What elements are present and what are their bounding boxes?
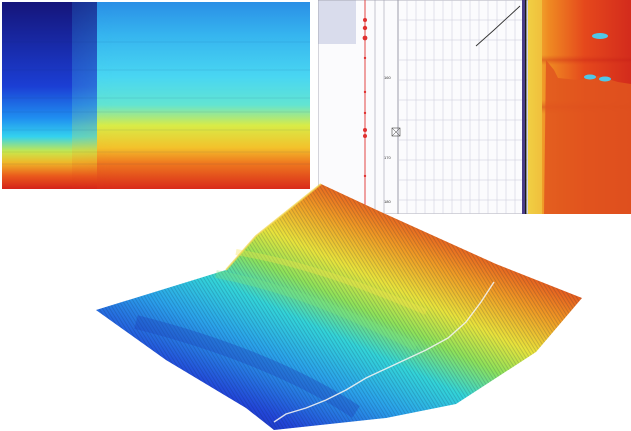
heatmap-image [2, 2, 310, 189]
surface-plot-3d [96, 182, 582, 430]
depth-label-3: 180 [384, 199, 391, 204]
depth-label-1: 160 [384, 75, 391, 80]
well-log-panel: 160 170 180 [318, 0, 631, 214]
depth-label-2: 170 [384, 155, 391, 160]
